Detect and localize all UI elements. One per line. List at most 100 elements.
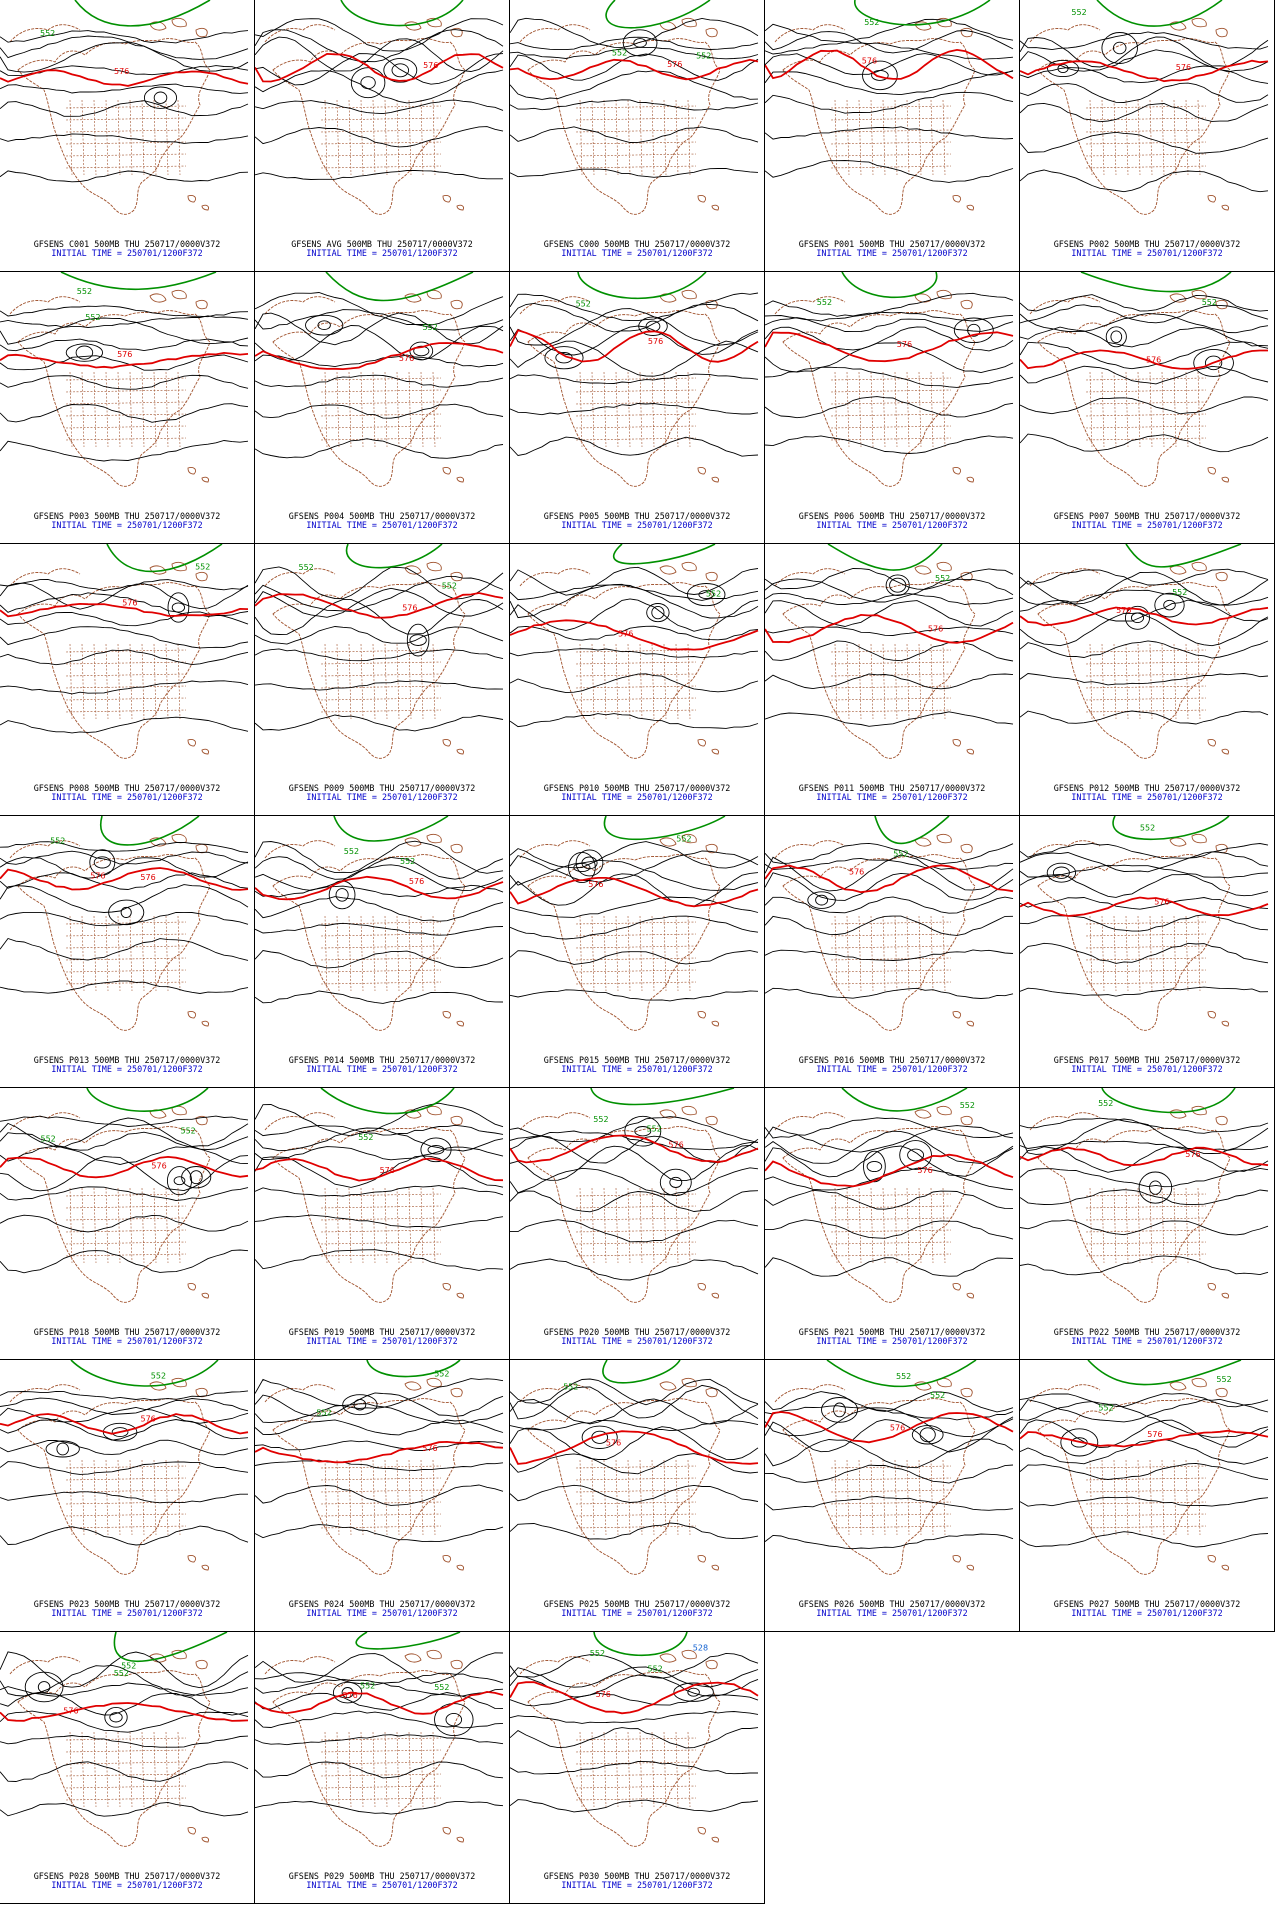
continent-outline [1029,833,1231,1031]
contour-552-line [841,272,938,299]
contour-value-label: 552 [40,29,55,38]
panel-initial-time: INITIAL TIME = 250701/1200F372 [561,520,713,530]
state-boundaries [1085,371,1207,448]
height-contours [765,18,1014,183]
state-boundaries [1085,915,1207,992]
continent-outline [774,833,976,1031]
contour-value-label: 576 [596,1690,611,1699]
contour-value-label: 576 [63,1707,78,1716]
contour-value-label: 552 [400,857,415,866]
height-contour-map: 552 576 [510,544,759,759]
contour-552-line [99,816,200,846]
height-contours [1020,842,1269,997]
contour-value-label: 552 [316,1409,331,1418]
height-contours [765,842,1014,999]
continent-outline [1029,1105,1231,1303]
height-contours [0,1651,249,1817]
state-boundaries [320,915,442,992]
panel-initial-time: INITIAL TIME = 250701/1200F372 [816,1336,968,1346]
panel-title: GFSENS P014 500MB THU 250717/0000V372 [288,1055,476,1065]
contour-576-line [765,48,1014,80]
panel-initial-time: INITIAL TIME = 250701/1200F372 [1071,1064,1223,1074]
contour-552-line [70,1360,219,1387]
continent-outline [264,561,466,759]
contour-value-label: 576 [648,337,663,346]
contour-value-label: 576 [117,350,132,359]
panel-title: GFSENS P002 500MB THU 250717/0000V372 [1053,239,1241,249]
state-boundaries [1085,1459,1207,1536]
height-contour-map: 528 552 552 576 [510,1632,759,1847]
ensemble-map-panel: 576 GFSENS AVG 500MB THU 250717/0000V372 I… [255,0,510,272]
contour-value-label: 552 [563,1382,578,1391]
contour-576-line [0,1702,249,1722]
contour-552-line [1112,816,1230,841]
panel-initial-time: INITIAL TIME = 250701/1200F372 [51,1608,203,1618]
height-contour-map: 552 576 [255,1088,504,1303]
continent-outline [1029,1377,1231,1575]
contour-552-line [86,1088,209,1112]
continent-outline [519,1377,721,1575]
contour-552-line [1087,1360,1242,1386]
panel-title: GFSENS P007 500MB THU 250717/0000V372 [1053,511,1241,521]
contour-576-line [0,867,249,891]
contour-552-line [593,1632,688,1657]
contour-576-line [510,329,759,363]
contour-value-label: 552 [676,835,691,844]
contour-value-label: 552 [817,298,832,307]
height-contours [0,1390,249,1546]
ensemble-map-panel: 552 576 GFSENS P005 500MB THU 250717/0000V… [510,272,765,544]
contour-552-line [340,0,464,27]
ensemble-map-panel: 552 576 GFSENS P002 500MB THU 250717/0000V… [1020,0,1275,272]
continent-outline [9,289,211,487]
ensemble-map-panel: 576 552 GFSENS C001 500MB THU 250717/0000V… [0,0,255,272]
continent-outline [9,1377,211,1575]
ensemble-map-panel: 552 552 576 GFSENS P029 500MB THU 250717/00… [255,1632,510,1904]
panel-title: GFSENS C000 500MB THU 250717/0000V372 [543,239,731,249]
contour-value-label: 576 [343,1691,358,1700]
panel-title: GFSENS P023 500MB THU 250717/0000V372 [33,1599,221,1609]
contour-576-line [510,58,759,81]
contour-value-label: 552 [612,49,627,58]
height-contours [255,840,504,1004]
height-contours [255,1378,504,1543]
panel-initial-time: INITIAL TIME = 250701/1200F372 [51,1064,203,1074]
contour-value-label: 576 [1116,606,1131,615]
height-contours [765,1391,1014,1550]
contour-value-label: 552 [1140,823,1155,832]
panel-initial-time: INITIAL TIME = 250701/1200F372 [51,520,203,530]
panel-initial-time: INITIAL TIME = 250701/1200F372 [561,792,713,802]
height-contour-map: 552 576 [1020,816,1269,1031]
height-contour-map: 552 576 [510,816,759,1031]
contour-value-label: 576 [141,1415,156,1424]
contour-value-label: 552 [864,18,879,27]
height-contour-map: 576 [255,0,504,215]
continent-outline [774,1377,976,1575]
state-boundaries [65,915,187,992]
contour-552-line [355,1632,461,1650]
contour-576-line [1020,896,1269,917]
height-contours [255,18,504,180]
height-contour-map: 552 576 [1020,1088,1269,1303]
height-contour-map: 552 576 [765,816,1014,1031]
contour-value-label: 576 [399,354,414,363]
contour-value-label: 576 [897,340,912,349]
contour-576-line [510,619,759,651]
contour-576-line [765,1153,1014,1188]
ensemble-map-panel: 552 576 GFSENS P006 500MB THU 250717/0000V… [765,272,1020,544]
contour-552-line [1125,544,1242,568]
ensemble-map-panel: 552 576 GFSENS P012 500MB THU 250717/0000V… [1020,544,1275,816]
continent-outline [9,17,211,215]
contour-576-line [0,1413,249,1435]
contour-576-line [510,1681,759,1715]
ensemble-map-panel: 528 552 552 576 GFSENS P030 500MB THU 250717… [510,1632,765,1904]
continent-outline [1029,17,1231,215]
contour-value-label: 576 [1176,63,1191,72]
contour-552-line [612,544,716,565]
contour-value-label: 576 [422,1444,437,1453]
contour-value-label: 552 [181,1126,196,1135]
contour-552-line [60,272,217,291]
height-contours [1020,294,1269,453]
height-contour-map: 552 576 [255,272,504,487]
